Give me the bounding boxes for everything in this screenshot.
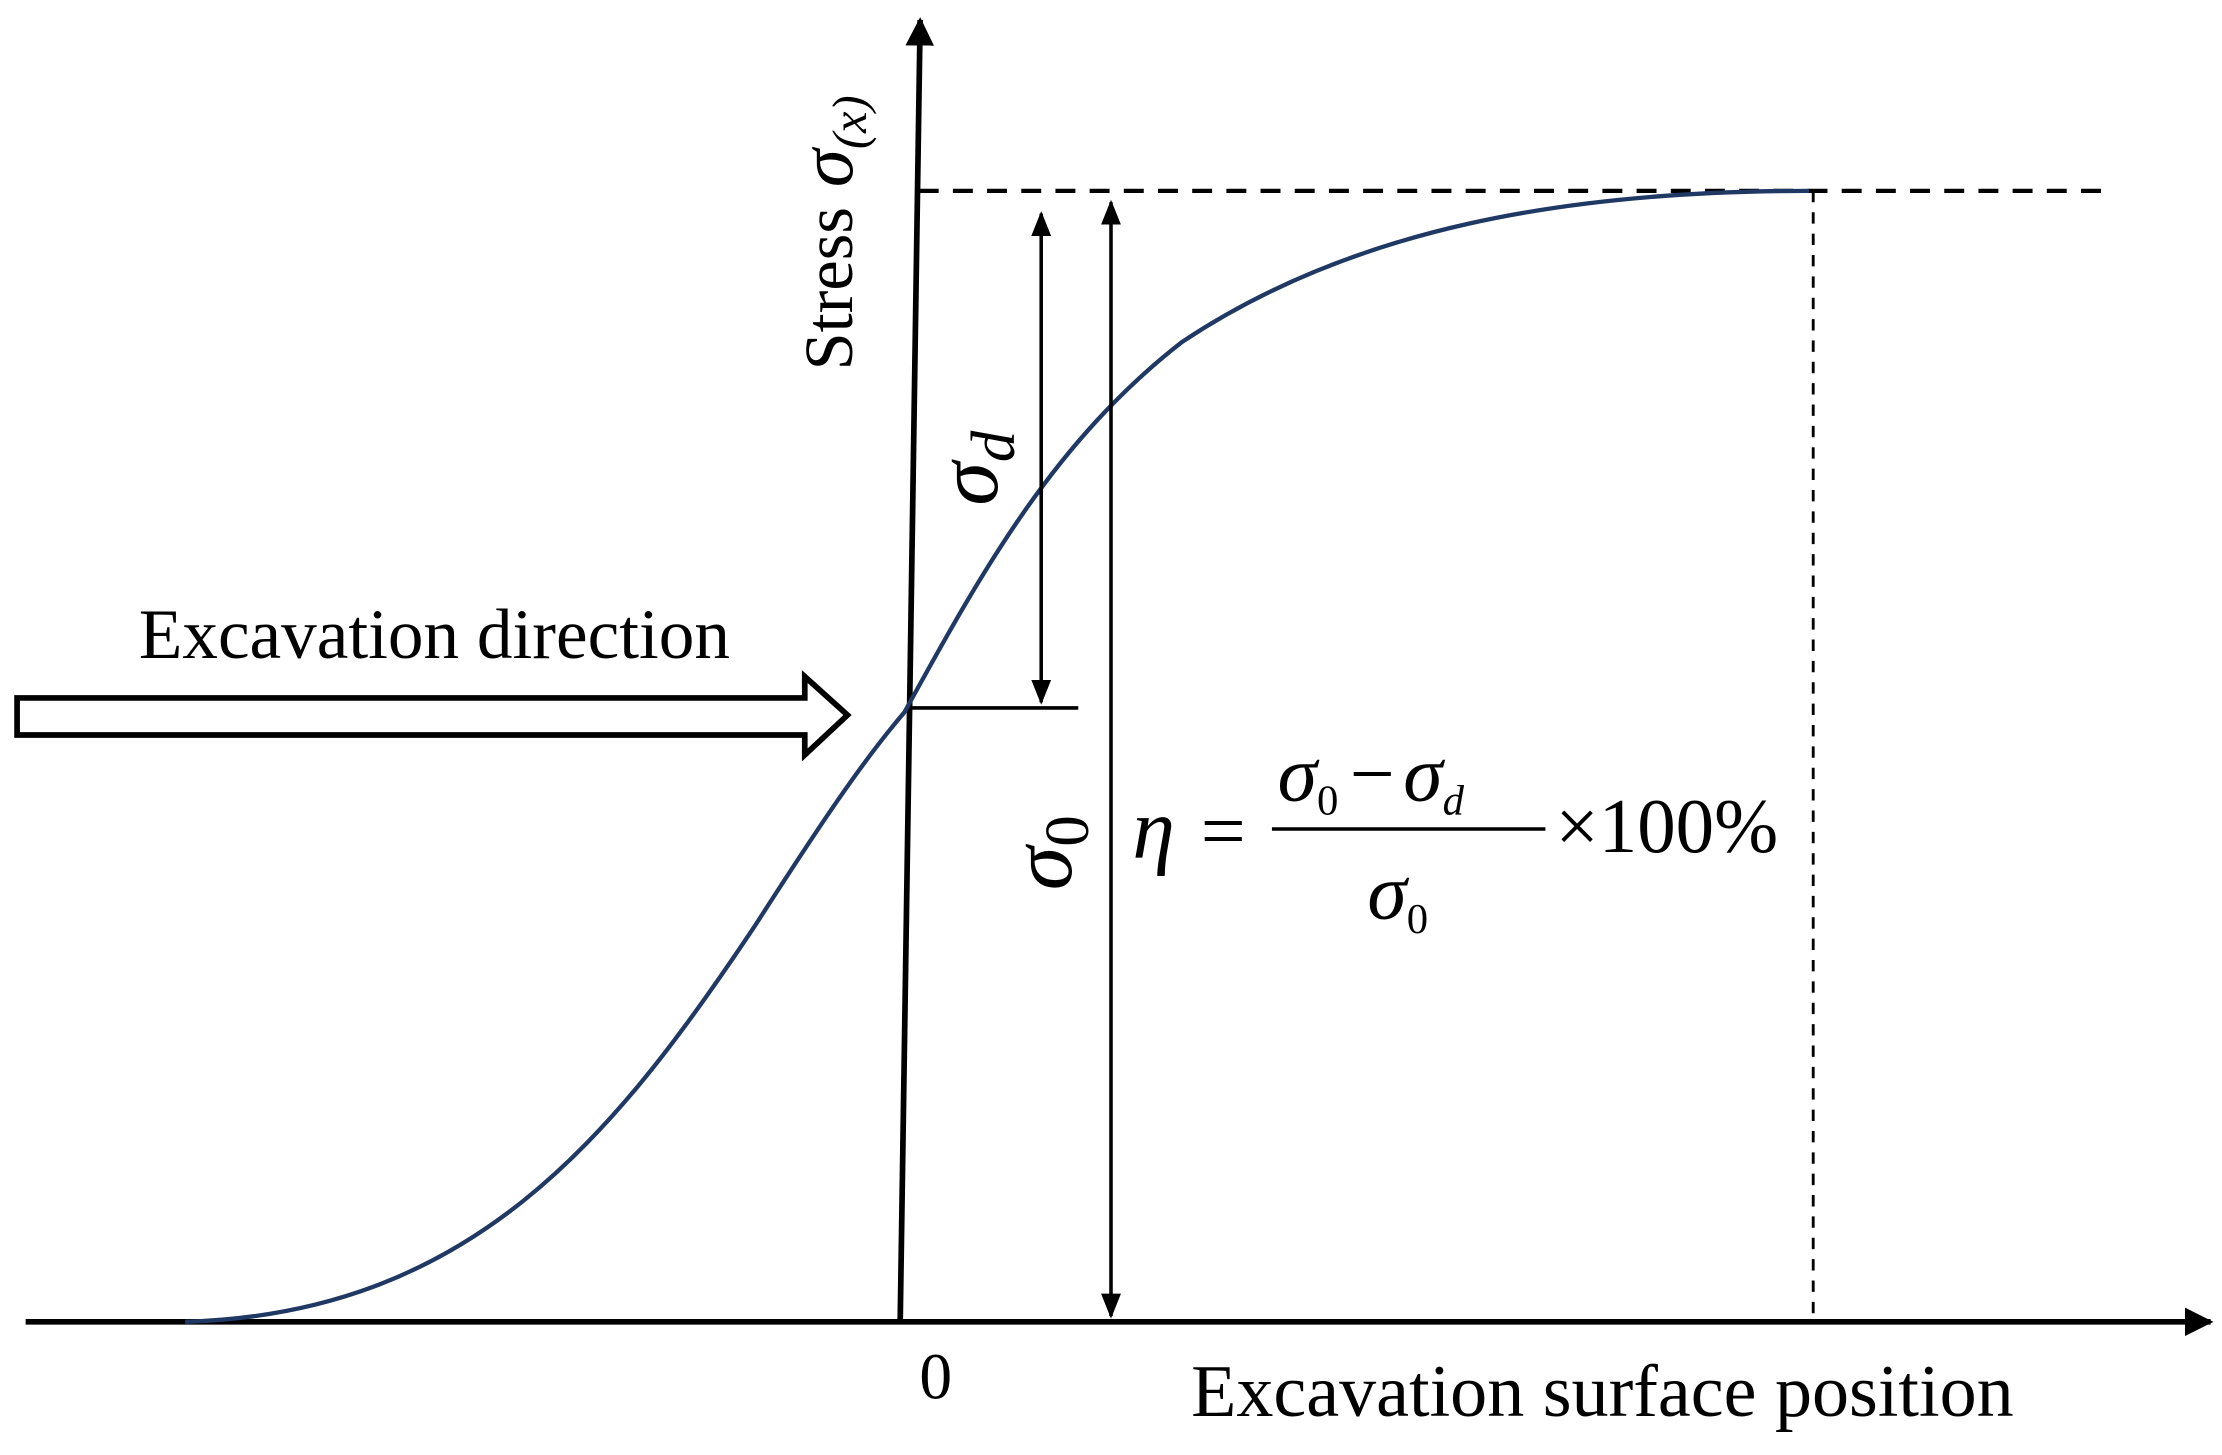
- direction-label: Excavation direction: [139, 596, 730, 674]
- num-b-sub: d: [1443, 778, 1465, 825]
- formula-denominator: σ0: [1367, 849, 1428, 943]
- stress-curve: [185, 188, 1809, 1324]
- y-axis-label: Stress σ(x): [783, 95, 877, 370]
- sigma-0-symbol: σ: [993, 843, 1091, 890]
- den: σ: [1367, 849, 1409, 937]
- origin-label: 0: [919, 1342, 952, 1414]
- y-axis: [897, 17, 934, 1322]
- formula-eq: =: [1201, 787, 1246, 875]
- sigma-d-label: σd: [919, 430, 1028, 506]
- formula-lhs: η: [1132, 782, 1174, 876]
- formula-times: ×100%: [1555, 783, 1778, 869]
- y-label-text: Stress: [791, 207, 867, 370]
- x-axis-label: Excavation surface position: [1191, 1351, 2013, 1433]
- formula-numerator: σ0− σd: [1278, 730, 1465, 824]
- sigma-0-label: σ0: [993, 815, 1102, 890]
- sigma-d-symbol: σ: [919, 459, 1017, 506]
- num-a: σ: [1278, 730, 1320, 818]
- num-b: σ: [1403, 730, 1445, 818]
- den-sub: 0: [1407, 896, 1428, 943]
- num-minus: −: [1350, 730, 1395, 818]
- direction-arrow: [14, 670, 852, 762]
- sigma-d-sub: d: [958, 430, 1028, 462]
- num-a-sub: 0: [1317, 778, 1338, 825]
- y-symbol-sub: (x): [824, 95, 877, 149]
- sigma-0-sub: 0: [1032, 815, 1102, 846]
- y-symbol: σ: [783, 146, 869, 187]
